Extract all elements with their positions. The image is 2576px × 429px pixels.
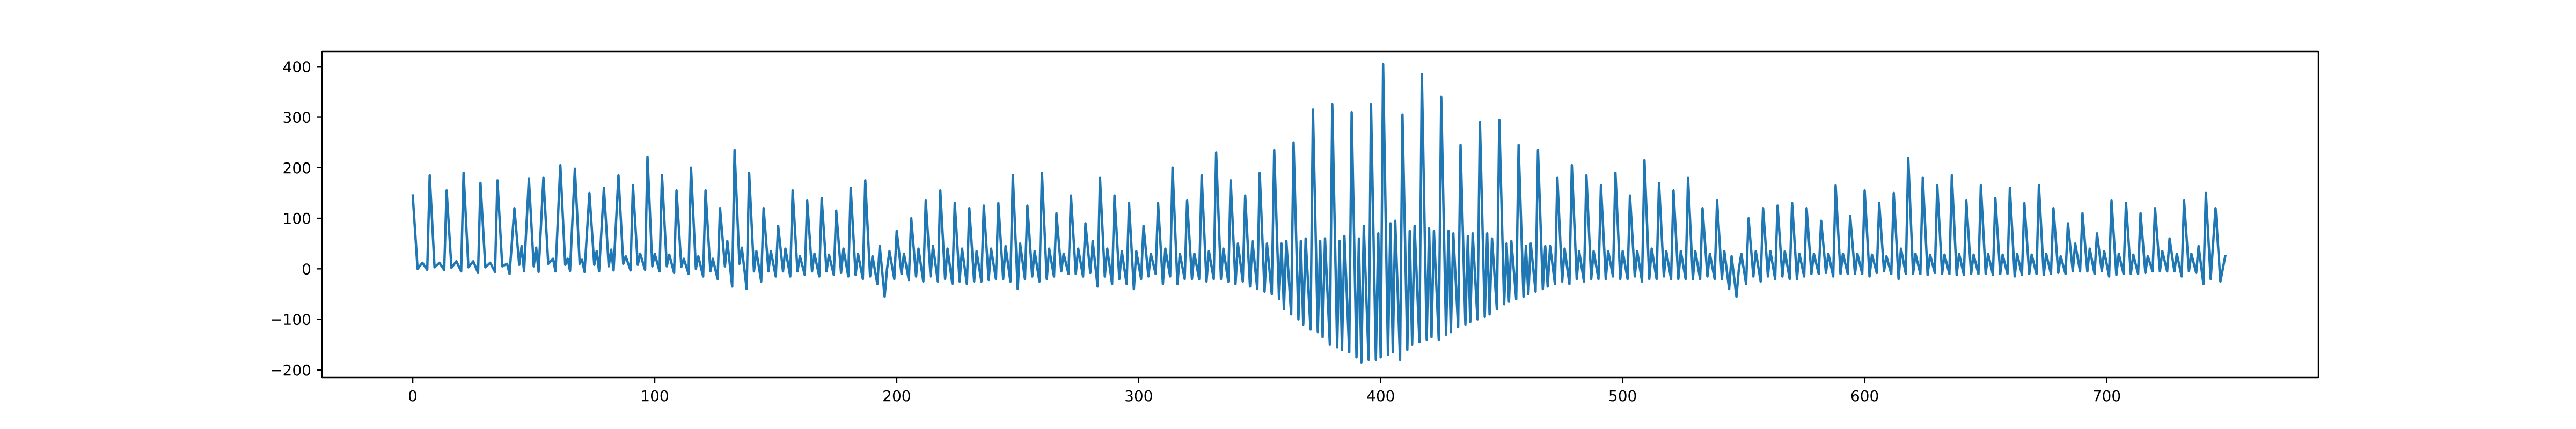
x-tick-label: 100	[640, 387, 669, 405]
series-layer	[411, 63, 2227, 364]
y-tick-label: 200	[283, 159, 311, 177]
y-tick-label: 100	[283, 210, 311, 227]
y-tick-label: 0	[302, 260, 311, 278]
x-tick-label: 500	[1608, 387, 1637, 405]
x-tick-label: 200	[882, 387, 911, 405]
x-tick-label: 400	[1366, 387, 1395, 405]
x-tick-label: 700	[2092, 387, 2121, 405]
x-tick-label: 300	[1124, 387, 1153, 405]
x-tick-label: 600	[1850, 387, 1879, 405]
y-tick-label: −100	[270, 311, 311, 329]
x-tick-label: 0	[408, 387, 418, 405]
y-tick-label: 300	[283, 109, 311, 127]
y-tick-label: −200	[270, 361, 311, 379]
axes-layer: 0 100 200 300 400 500 600 700 −200 −100 0 100 200 300…	[270, 50, 2319, 405]
y-tick-label: 400	[283, 58, 311, 76]
series-line-0	[411, 63, 2227, 364]
